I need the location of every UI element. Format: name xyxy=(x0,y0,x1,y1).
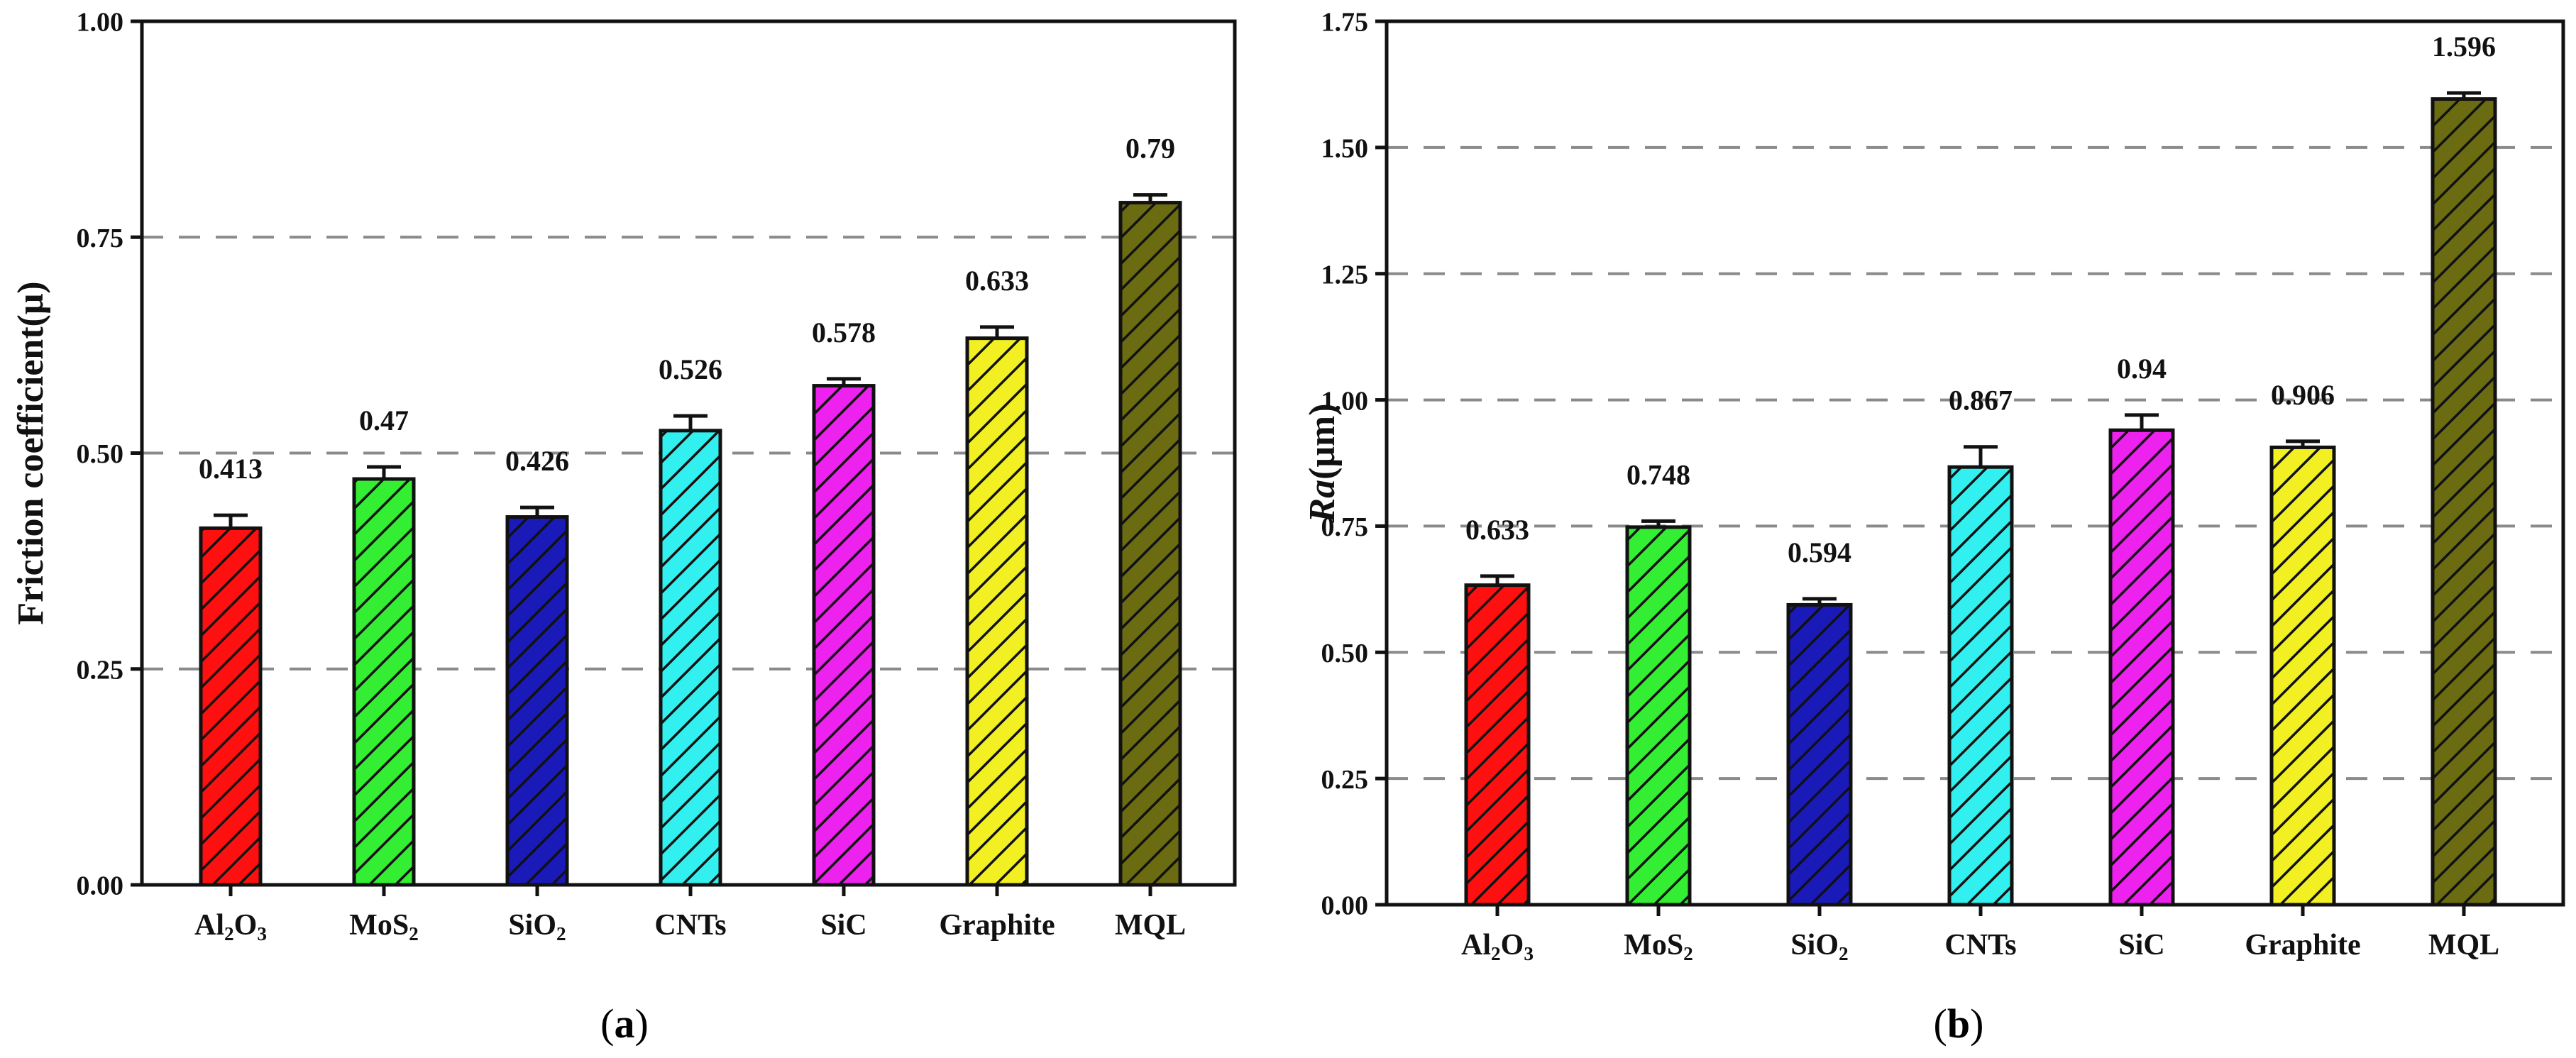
y-tick-label: 1.00 xyxy=(1321,386,1369,416)
bar-CNTs xyxy=(1947,465,2014,907)
x-tick-label-CNTs: CNTs xyxy=(654,909,726,942)
x-tick-label-SiC: SiC xyxy=(820,909,866,942)
bar-MoS2 xyxy=(352,477,416,887)
x-tick-label-Al2O3: Al2O3 xyxy=(194,909,267,944)
bar-CNTs xyxy=(659,429,722,887)
x-tick-label-MQL: MQL xyxy=(2428,929,2499,961)
data-label-Al2O3: 0.413 xyxy=(199,453,263,485)
data-label-SiO2: 0.426 xyxy=(505,445,569,477)
y-tick-label: 0.25 xyxy=(77,655,124,685)
bar-MoS2 xyxy=(1625,525,1692,907)
x-tick-label-SiC: SiC xyxy=(2118,929,2164,961)
bar-SiC xyxy=(2108,428,2175,907)
y-tick-label: 1.75 xyxy=(1321,8,1369,38)
y-axis-title: Friction coefficient(μ) xyxy=(11,281,51,624)
data-label-CNTs: 0.867 xyxy=(1949,385,2013,417)
panel-caption: (b) xyxy=(1934,1001,1984,1047)
data-label-MQL: 1.596 xyxy=(2432,31,2496,62)
x-tick-label-MQL: MQL xyxy=(1115,909,1186,942)
x-tick-label-Al2O3: Al2O3 xyxy=(1461,929,1534,964)
bar-SiO2 xyxy=(1786,602,1853,907)
x-tick-label-Graphite: Graphite xyxy=(939,909,1055,942)
x-tick-label-MoS2: MoS2 xyxy=(1624,929,1693,964)
y-tick-label: 0.50 xyxy=(1321,639,1369,668)
data-label-Al2O3: 0.633 xyxy=(1465,514,1529,546)
y-tick-label: 0.00 xyxy=(1321,891,1369,921)
y-axis-title: Ra(μm) xyxy=(1302,403,1343,523)
chart-panel-a: 0.00 0.25 0.50 0.75 1.00 Friction coefficient… xyxy=(11,8,1237,1047)
panel-caption: (a) xyxy=(600,1001,649,1047)
y-tick-label: 0.50 xyxy=(77,439,124,469)
bar-Al2O3 xyxy=(1464,583,1531,907)
chart-panel-b: 0.00 0.25 0.50 0.75 1.00 1.25 1.50 1.75 Ra(μm) 0.… xyxy=(1302,8,2565,1047)
x-tick-label-CNTs: CNTs xyxy=(1944,929,2016,961)
data-label-MoS2: 0.748 xyxy=(1626,458,1690,490)
bar-Graphite xyxy=(965,336,1029,887)
y-tick-label: 1.25 xyxy=(1321,260,1369,290)
y-tick-label: 0.25 xyxy=(1321,765,1369,795)
y-tick-label: 1.50 xyxy=(1321,134,1369,164)
data-label-Graphite: 0.906 xyxy=(2271,379,2335,411)
y-tick-label: 0.75 xyxy=(77,224,124,253)
x-tick-label-SiO2: SiO2 xyxy=(508,909,566,944)
x-tick-label-Graphite: Graphite xyxy=(2245,929,2360,961)
data-label-SiC: 0.94 xyxy=(2117,353,2167,385)
data-label-MoS2: 0.47 xyxy=(359,404,409,436)
bar-MQL xyxy=(1118,201,1182,887)
y-tick-label: 0.75 xyxy=(1321,512,1369,542)
bar-SiC xyxy=(812,384,876,887)
bar-SiO2 xyxy=(505,515,569,887)
data-label-Graphite: 0.633 xyxy=(965,265,1029,297)
bar-MQL xyxy=(2431,97,2497,907)
data-label-CNTs: 0.526 xyxy=(659,353,722,385)
data-label-SiC: 0.578 xyxy=(812,316,876,348)
data-label-MQL: 0.79 xyxy=(1125,133,1175,165)
x-tick-label-SiO2: SiO2 xyxy=(1790,929,1848,964)
y-tick-label: 1.00 xyxy=(77,8,124,38)
bar-Graphite xyxy=(2269,445,2336,907)
data-label-SiO2: 0.594 xyxy=(1788,536,1851,568)
x-tick-label-MoS2: MoS2 xyxy=(349,909,419,944)
bar-Al2O3 xyxy=(199,526,263,887)
y-tick-label: 0.00 xyxy=(77,871,124,901)
